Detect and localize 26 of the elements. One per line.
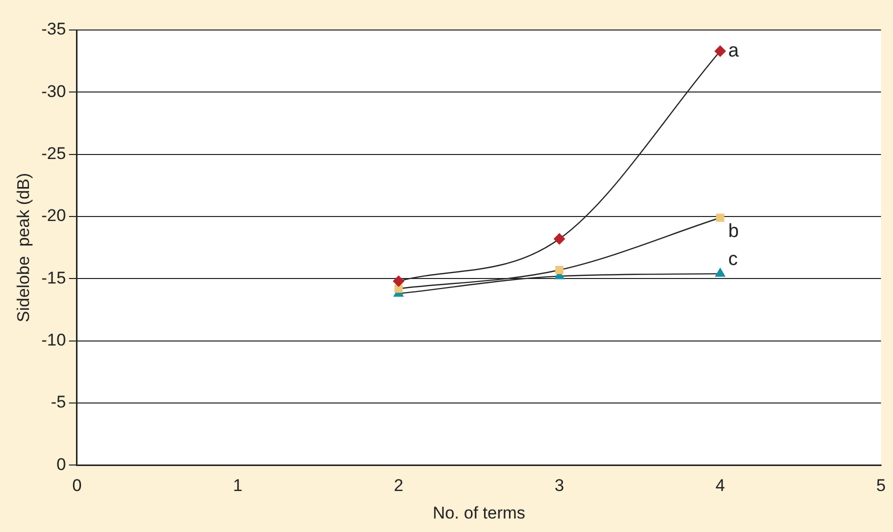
y-tick-label: -15 (41, 268, 66, 288)
point (716, 214, 724, 222)
y-tick-label: -35 (41, 20, 66, 39)
y-tick-label: 0 (56, 454, 66, 474)
point (714, 46, 726, 57)
point (554, 233, 565, 244)
series-label: c (728, 248, 738, 270)
x-tick-label: 4 (715, 476, 725, 496)
y-tick-label: -30 (41, 82, 66, 101)
y-tick-label: -5 (50, 392, 66, 412)
x-tick-label: 3 (554, 476, 564, 496)
x-tick-label: 2 (394, 476, 404, 496)
y-tick-label: -10 (41, 330, 66, 350)
series-label: b (728, 220, 739, 242)
x-tick-label: 1 (233, 476, 243, 496)
point (715, 268, 726, 277)
y-tick-label: -25 (41, 144, 66, 164)
point (392, 276, 404, 287)
y-tick-label: -20 (41, 206, 66, 226)
point (394, 284, 403, 293)
x-axis-title: No. of terms (432, 503, 526, 522)
y-axis-title: Sidelobe peak (dB) (14, 172, 33, 322)
point (555, 266, 564, 274)
x-tick-label: 5 (876, 476, 886, 496)
series-label: a (728, 40, 740, 62)
x-tick-label: 0 (72, 476, 82, 496)
